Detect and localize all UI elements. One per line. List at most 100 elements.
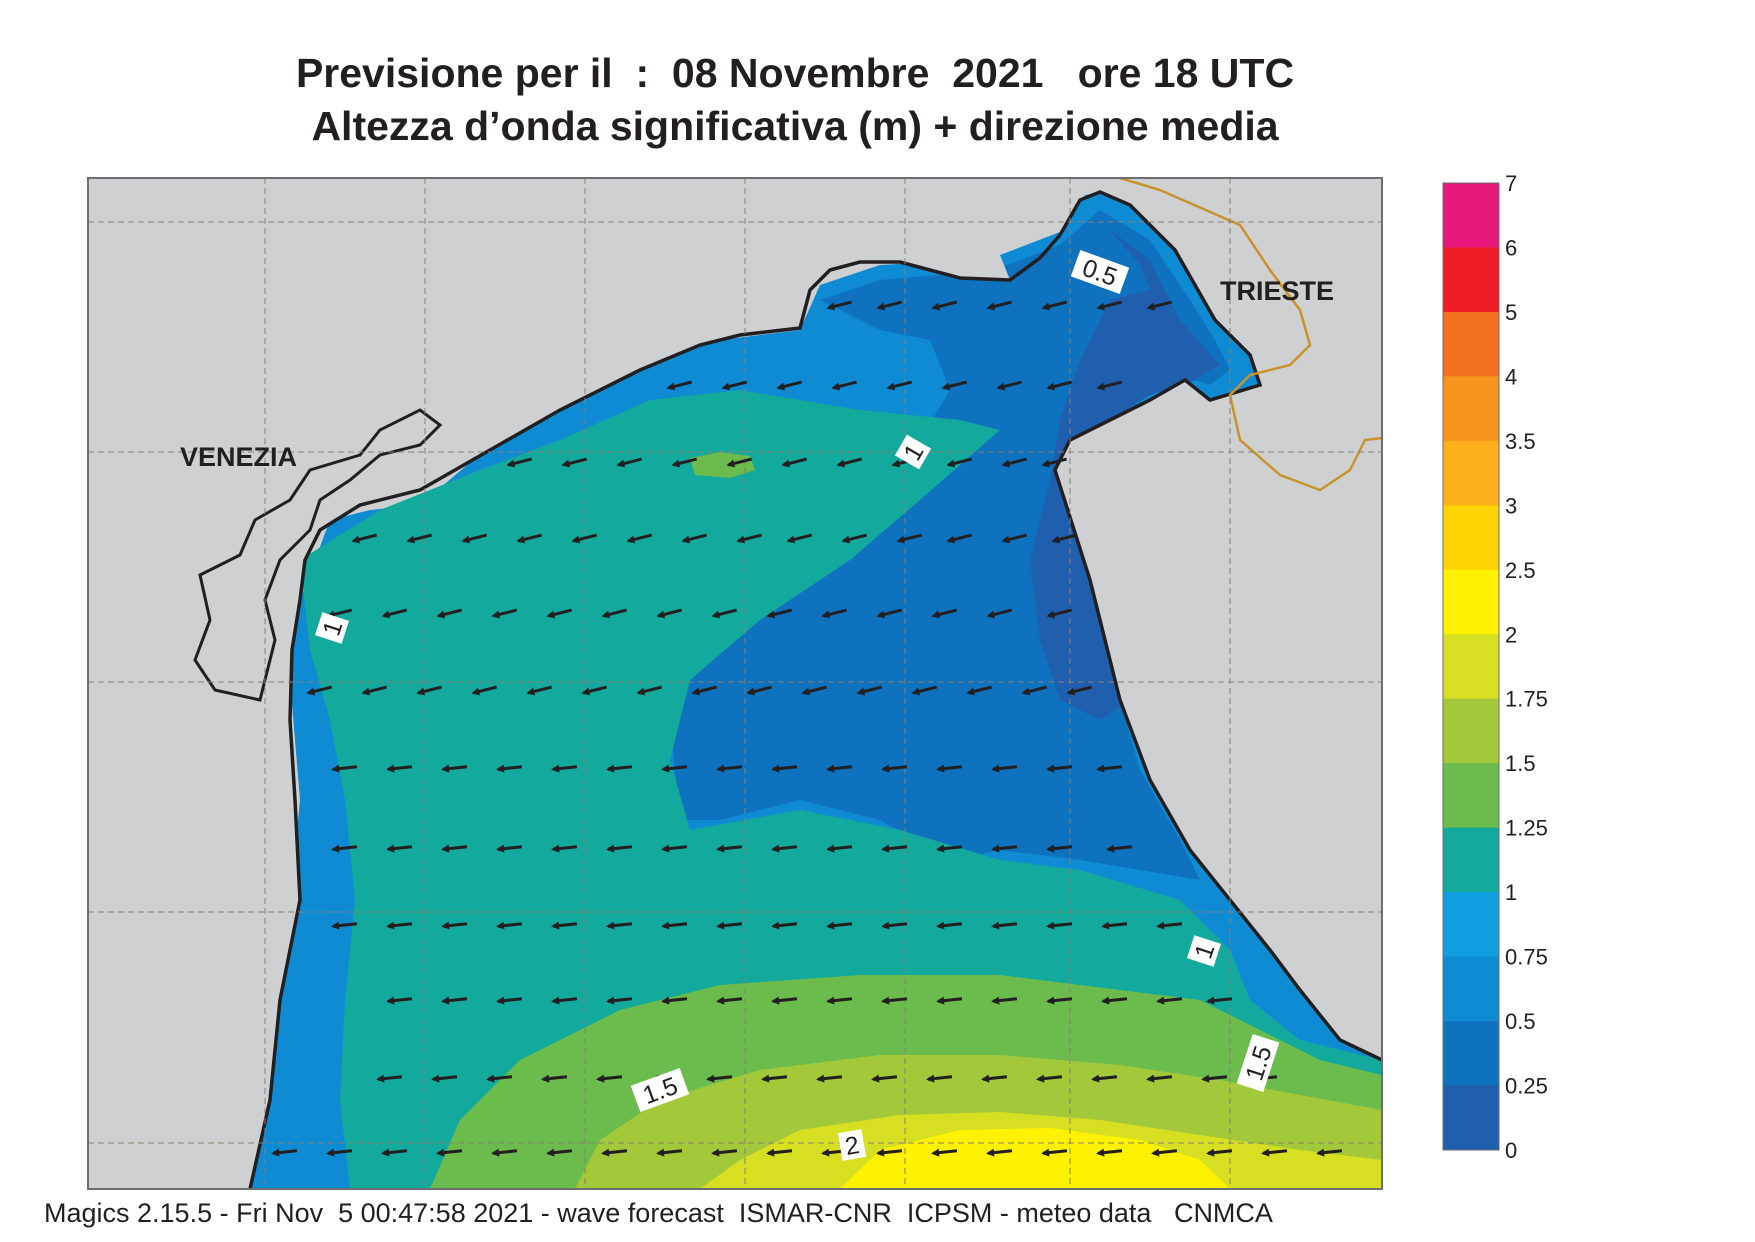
title-line-1: Previsione per il : 08 Novembre 2021 ore… (295, 50, 1295, 96)
graticule (88, 178, 1382, 1189)
wave-arrow (826, 844, 853, 853)
wave-arrow (436, 608, 463, 619)
wave-arrow (911, 685, 938, 696)
legend-tick-label: 0.75 (1505, 945, 1548, 970)
wave-arrow (326, 1148, 353, 1157)
wave-arrow (1046, 921, 1073, 930)
wave-arrow (1001, 533, 1028, 544)
wave-arrow (816, 1074, 843, 1083)
wave-arrow (596, 1074, 623, 1083)
wave-arrow (896, 533, 923, 544)
wave-arrow (766, 608, 793, 619)
wave-arrow (946, 533, 973, 544)
legend-tick-label: 0 (1505, 1138, 1517, 1163)
wave-arrow (1201, 1074, 1228, 1083)
wave-arrow (1066, 685, 1093, 696)
wave-arrow (881, 844, 908, 853)
wave-arrow (661, 921, 688, 930)
wave-arrow (936, 921, 963, 930)
wave-arrow (606, 764, 633, 773)
legend-tick-label: 4 (1505, 364, 1517, 389)
land-istria (1055, 178, 1382, 1060)
wave-arrow (1096, 380, 1123, 391)
wave-arrow (306, 685, 333, 696)
wave-arrow (706, 1074, 733, 1083)
legend-tick-label: 3.5 (1505, 429, 1536, 454)
wave-arrow (991, 921, 1018, 930)
wave-arrow (656, 608, 683, 619)
wave-arrow (601, 1148, 628, 1157)
wave-arrow (726, 457, 753, 468)
wave-arrow (771, 844, 798, 853)
wave-arrow (981, 1074, 1008, 1083)
wave-arrow (1146, 300, 1173, 311)
wave-arrow (351, 533, 378, 544)
wave-arrow (331, 921, 358, 930)
wave-arrow (491, 1148, 518, 1157)
legend-tick-label: 1.5 (1505, 751, 1536, 776)
svg-text:2: 2 (843, 1131, 862, 1161)
wave-arrow (506, 457, 533, 468)
national-border (1119, 178, 1382, 492)
footer-credits: Magics 2.15.5 - Fri Nov 5 00:47:58 2021 … (44, 1198, 1273, 1228)
wave-arrow (681, 533, 708, 544)
wave-arrow (431, 1074, 458, 1083)
wave-arrow (1091, 1074, 1118, 1083)
place-label-trieste: TRIESTE (1220, 276, 1334, 306)
wave-arrow (871, 1074, 898, 1083)
wave-arrow (636, 685, 663, 696)
wave-arrow (931, 608, 958, 619)
wave-arrow (571, 533, 598, 544)
wave-arrow (936, 996, 963, 1005)
wave-arrow (271, 1148, 298, 1157)
wave-arrow (551, 764, 578, 773)
wave-arrow (386, 844, 413, 853)
wave-arrow (776, 380, 803, 391)
wave-arrow (546, 1148, 573, 1157)
wave-arrow (926, 1074, 953, 1083)
wave-arrow (766, 1148, 793, 1157)
wave-arrow (381, 608, 408, 619)
legend-tick-label: 1.75 (1505, 687, 1548, 712)
color-legend: 7 6 5 4 3.5 3 2.5 2 1.75 1.5 1.25 1 0.75 0.5 0.25 0 (1442, 171, 1548, 1163)
wave-arrow (1051, 533, 1078, 544)
wave-arrow (1156, 921, 1183, 930)
wave-arrow (736, 533, 763, 544)
wave-arrow (941, 380, 968, 391)
wave-arrow (886, 380, 913, 391)
legend-swatch (1443, 956, 1499, 1022)
wave-arrow (1096, 1148, 1123, 1157)
wave-arrow (716, 996, 743, 1005)
wave-arrow (361, 685, 388, 696)
place-label-venezia: VENEZIA (180, 442, 297, 472)
wave-arrow (546, 608, 573, 619)
wave-arrow (1041, 1148, 1068, 1157)
wave-arrow (936, 764, 963, 773)
wave-arrow (671, 457, 698, 468)
legend-tick-label: 1.25 (1505, 816, 1548, 841)
wave-arrow (1101, 921, 1128, 930)
legend-tick-label: 5 (1505, 300, 1517, 325)
wave-arrow (1151, 1148, 1178, 1157)
wave-arrow (1096, 300, 1123, 311)
wave-arrow (986, 1148, 1013, 1157)
wave-arrow (386, 921, 413, 930)
wave-arrow (711, 1148, 738, 1157)
legend-swatch (1443, 376, 1499, 442)
wave-arrow (626, 533, 653, 544)
wave-arrow (831, 380, 858, 391)
wave-arrow (386, 996, 413, 1005)
title-line-2: Altezza d’onda significativa (m) + direz… (311, 103, 1279, 149)
wave-arrow (616, 457, 643, 468)
wave-arrow (656, 1148, 683, 1157)
wave-arrow (1046, 764, 1073, 773)
wave-arrow (661, 844, 688, 853)
wave-arrow (376, 1074, 403, 1083)
contour-label: 1 (1186, 935, 1222, 967)
wave-arrow (746, 685, 773, 696)
wave-arrow (551, 996, 578, 1005)
sea-band-0-025 (1030, 230, 1220, 720)
wave-arrow (331, 844, 358, 853)
wave-arrow (551, 921, 578, 930)
wave-arrow (691, 685, 718, 696)
